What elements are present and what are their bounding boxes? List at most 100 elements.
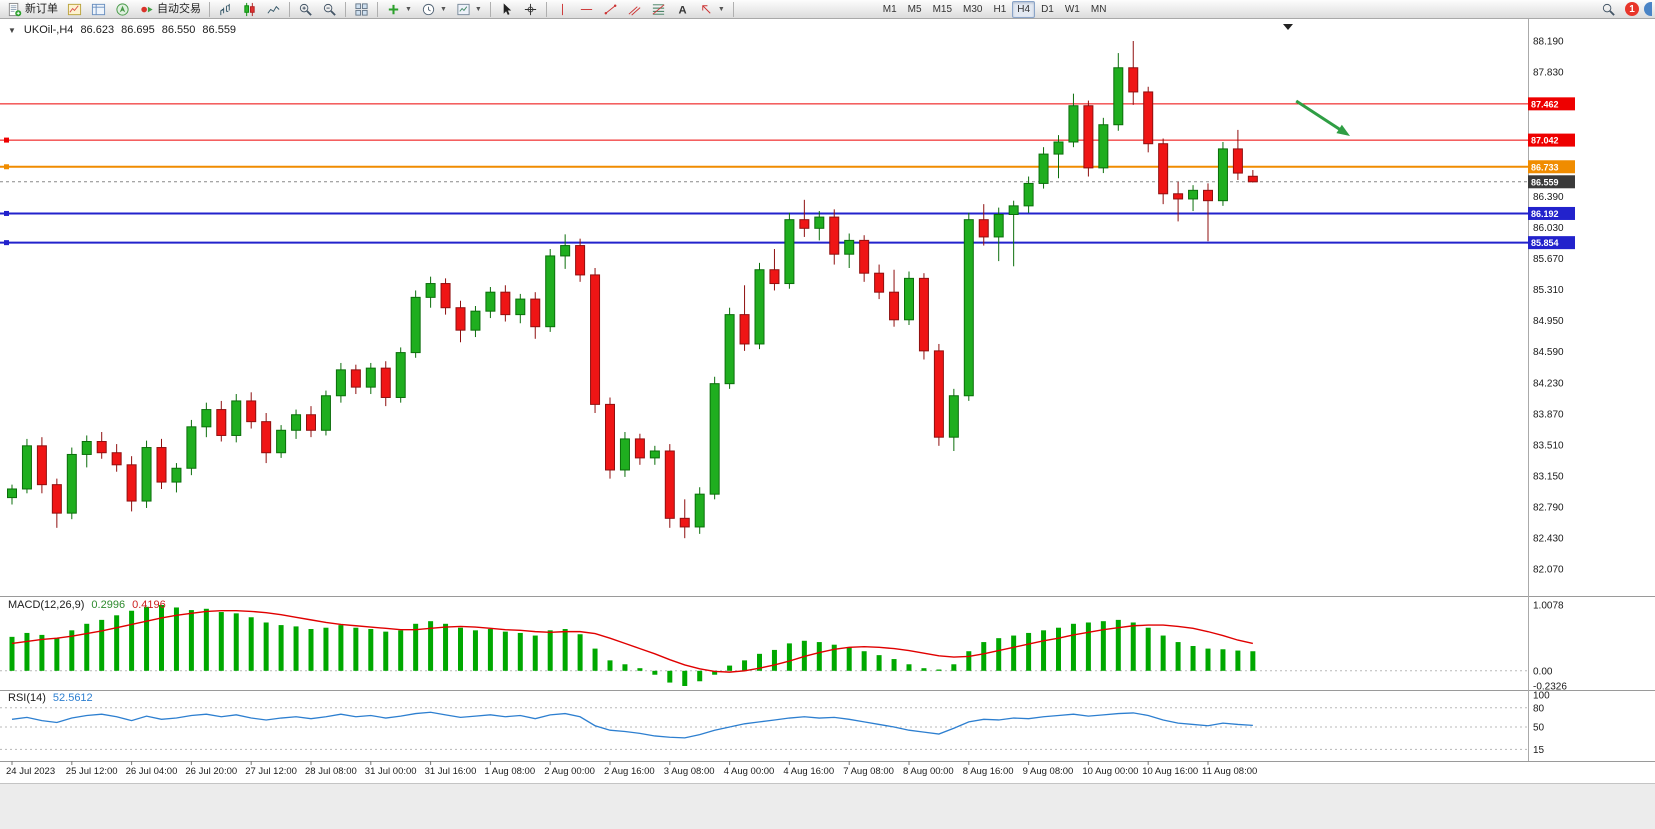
svg-text:4 Aug 00:00: 4 Aug 00:00 xyxy=(724,766,775,777)
vertical-line-tool-button[interactable] xyxy=(551,1,574,18)
timeframe-button-m15[interactable]: M15 xyxy=(928,1,957,18)
macd-signal-value: 0.4196 xyxy=(132,599,166,611)
trendline-tool-button[interactable] xyxy=(599,1,622,18)
zoom-out-icon xyxy=(322,2,337,17)
toolbar-separator xyxy=(732,1,734,17)
price-chart-canvas[interactable]: 82.070 82.430 82.790 83.150 83.510 83.870 84.2… xyxy=(0,19,1655,828)
arrow-annotation[interactable] xyxy=(1295,99,1343,132)
search-button[interactable] xyxy=(1597,1,1620,18)
svg-text:8 Aug 16:00: 8 Aug 16:00 xyxy=(963,766,1014,777)
timeframe-button-h4[interactable]: H4 xyxy=(1012,0,1036,18)
charts-icon xyxy=(67,2,82,17)
svg-text:84.950: 84.950 xyxy=(1533,316,1564,327)
dropdown-caret-icon: ▼ xyxy=(474,5,482,13)
svg-text:86.733: 86.733 xyxy=(1531,162,1559,172)
ohlc-close: 86.559 xyxy=(202,24,237,36)
templates-icon xyxy=(456,2,471,17)
ohlc-low: 86.550 xyxy=(161,24,196,36)
arrow-annotation-head[interactable] xyxy=(1336,124,1351,137)
svg-text:31 Jul 16:00: 31 Jul 16:00 xyxy=(425,766,477,777)
cursor-button[interactable] xyxy=(495,1,518,18)
toolbar-separator xyxy=(345,1,346,17)
svg-text:85.310: 85.310 xyxy=(1533,285,1564,296)
vertical-line-icon xyxy=(555,2,570,17)
ohlc-high: 86.695 xyxy=(121,24,155,36)
svg-text:28 Jul 08:00: 28 Jul 08:00 xyxy=(305,766,357,777)
svg-text:86.390: 86.390 xyxy=(1533,192,1564,203)
notification-badge[interactable]: 1 xyxy=(1625,2,1639,16)
toolbar: 新订单 自动交易 xyxy=(0,0,1655,19)
svg-text:25 Jul 12:00: 25 Jul 12:00 xyxy=(66,766,118,777)
tile-windows-icon xyxy=(354,2,369,17)
timeframe-button-m1[interactable]: M1 xyxy=(878,1,902,18)
svg-text:-0.2326: -0.2326 xyxy=(1533,682,1567,693)
timeframe-button-mn[interactable]: MN xyxy=(1086,1,1112,18)
charts-button[interactable] xyxy=(63,1,86,18)
svg-text:2 Aug 00:00: 2 Aug 00:00 xyxy=(544,766,595,777)
navigator-button[interactable] xyxy=(111,1,134,18)
rsi-indicator-header: RSI(14) 52.5612 xyxy=(8,692,93,704)
svg-text:27 Jul 12:00: 27 Jul 12:00 xyxy=(245,766,297,777)
svg-text:88.190: 88.190 xyxy=(1533,37,1564,48)
svg-text:26 Jul 20:00: 26 Jul 20:00 xyxy=(185,766,237,777)
corner-partial-icon xyxy=(1644,2,1652,16)
timeframe-button-h1[interactable]: H1 xyxy=(988,1,1011,18)
indicators-plus-icon xyxy=(386,2,401,17)
crosshair-button[interactable] xyxy=(519,1,542,18)
new-order-button[interactable]: 新订单 xyxy=(3,1,62,18)
trendline-icon xyxy=(603,2,618,17)
svg-text:83.510: 83.510 xyxy=(1533,440,1564,451)
timeframe-button-m30[interactable]: M30 xyxy=(958,1,987,18)
svg-text:50: 50 xyxy=(1533,723,1545,734)
horizontal-line-tool-button[interactable] xyxy=(575,1,598,18)
timeframe-button-w1[interactable]: W1 xyxy=(1060,1,1085,18)
line-chart-button[interactable] xyxy=(262,1,285,18)
bar-chart-button[interactable] xyxy=(214,1,237,18)
channel-tool-button[interactable] xyxy=(623,1,646,18)
indicators-button[interactable]: ▼ xyxy=(382,1,416,18)
auto-trading-button[interactable]: 自动交易 xyxy=(135,1,205,18)
timeframe-button-m5[interactable]: M5 xyxy=(903,1,927,18)
toolbar-separator xyxy=(209,1,210,17)
chart-symbol-header: ▼ UKOil-,H4 86.623 86.695 86.550 86.559 xyxy=(8,24,236,36)
svg-text:82.790: 82.790 xyxy=(1533,503,1564,514)
chart-area[interactable]: 82.070 82.430 82.790 83.150 83.510 83.870 84.2… xyxy=(0,19,1655,828)
zoom-in-button[interactable] xyxy=(294,1,317,18)
dropdown-caret-icon: ▼ xyxy=(405,5,412,13)
svg-text:26 Jul 04:00: 26 Jul 04:00 xyxy=(126,766,178,777)
svg-text:1.0078: 1.0078 xyxy=(1533,601,1564,612)
svg-text:83.870: 83.870 xyxy=(1533,409,1564,420)
svg-text:86.030: 86.030 xyxy=(1533,223,1564,234)
zoom-out-button[interactable] xyxy=(318,1,341,18)
dropdown-caret-icon: ▼ xyxy=(439,5,447,13)
toolbar-separator xyxy=(489,1,491,17)
svg-text:10 Aug 16:00: 10 Aug 16:00 xyxy=(1142,766,1198,777)
timeframe-button-d1[interactable]: D1 xyxy=(1036,1,1059,18)
templates-button[interactable]: ▼ xyxy=(452,1,486,18)
fibonacci-icon xyxy=(651,2,666,17)
tile-windows-button[interactable] xyxy=(350,1,373,18)
svg-text:7 Aug 08:00: 7 Aug 08:00 xyxy=(843,766,894,777)
chart-shift-marker[interactable] xyxy=(1283,24,1293,30)
macd-label: MACD(12,26,9) xyxy=(8,599,85,611)
rsi-value: 52.5612 xyxy=(52,692,93,704)
svg-text:2 Aug 16:00: 2 Aug 16:00 xyxy=(604,766,655,777)
periods-button[interactable]: ▼ xyxy=(417,1,451,18)
svg-text:8 Aug 00:00: 8 Aug 00:00 xyxy=(903,766,954,777)
horizontal-line-icon xyxy=(579,2,594,17)
svg-text:9 Aug 08:00: 9 Aug 08:00 xyxy=(1023,766,1074,777)
ohlc-collapse-icon[interactable]: ▼ xyxy=(8,25,16,35)
toolbar-separator xyxy=(289,1,290,17)
text-tool-button[interactable]: A xyxy=(671,1,694,18)
new-order-label: 新订单 xyxy=(25,2,58,15)
market-watch-button[interactable] xyxy=(87,1,110,18)
text-tool-icon: A xyxy=(675,2,690,17)
dropdown-caret-icon: ▼ xyxy=(717,5,725,13)
macd-main-value: 0.2996 xyxy=(91,599,126,611)
arrows-tool-button[interactable]: ▼ xyxy=(695,1,729,18)
market-watch-icon xyxy=(91,2,106,17)
svg-text:87.042: 87.042 xyxy=(1531,136,1559,146)
candlestick-chart-button[interactable] xyxy=(238,1,261,18)
fibonacci-tool-button[interactable] xyxy=(647,1,670,18)
